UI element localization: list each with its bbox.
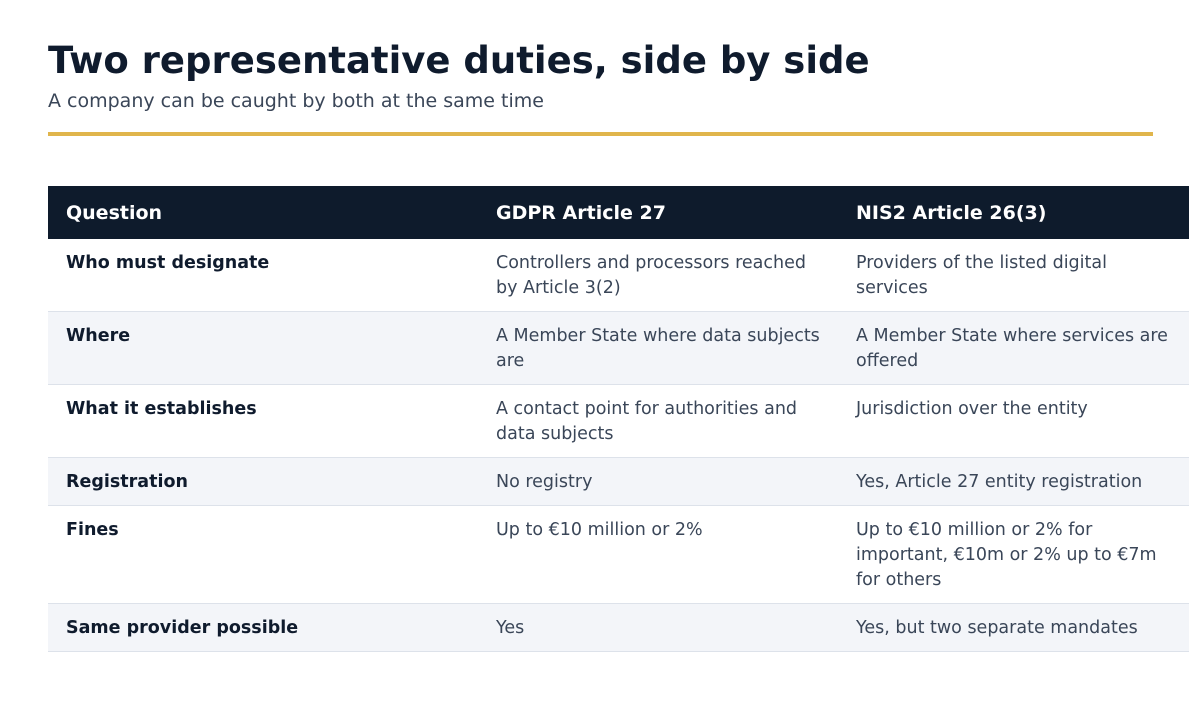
table-row: Fines Up to €10 million or 2% Up to €10 … bbox=[48, 505, 1189, 604]
title-divider bbox=[48, 132, 1153, 136]
page-title: Two representative duties, side by side bbox=[48, 39, 870, 82]
row-gdpr-cell: A contact point for authorities and data… bbox=[478, 384, 838, 458]
row-nis2-cell: Jurisdiction over the entity bbox=[838, 384, 1189, 458]
row-question: Fines bbox=[48, 505, 478, 604]
row-question: Registration bbox=[48, 457, 478, 506]
table-body: Who must designate Controllers and proce… bbox=[48, 239, 1189, 652]
row-question: Where bbox=[48, 311, 478, 385]
table-row: What it establishes A contact point for … bbox=[48, 384, 1189, 458]
row-gdpr-cell: Controllers and processors reached by Ar… bbox=[478, 239, 838, 312]
page-subtitle: A company can be caught by both at the s… bbox=[48, 90, 544, 112]
table-header-row: Question GDPR Article 27 NIS2 Article 26… bbox=[48, 186, 1189, 239]
table-header: Question GDPR Article 27 NIS2 Article 26… bbox=[48, 186, 1189, 239]
row-question: Same provider possible bbox=[48, 603, 478, 652]
row-nis2-cell: Up to €10 million or 2% for important, €… bbox=[838, 505, 1189, 604]
row-question: Who must designate bbox=[48, 239, 478, 312]
row-nis2-cell: A Member State where services are offere… bbox=[838, 311, 1189, 385]
row-gdpr-cell: Up to €10 million or 2% bbox=[478, 505, 838, 604]
column-header-question: Question bbox=[48, 186, 478, 239]
row-gdpr-cell: A Member State where data subjects are bbox=[478, 311, 838, 385]
table-row: Who must designate Controllers and proce… bbox=[48, 239, 1189, 312]
row-nis2-cell: Providers of the listed digital services bbox=[838, 239, 1189, 312]
row-nis2-cell: Yes, but two separate mandates bbox=[838, 603, 1189, 652]
column-header-gdpr: GDPR Article 27 bbox=[478, 186, 838, 239]
table-row: Where A Member State where data subjects… bbox=[48, 311, 1189, 385]
table-row: Same provider possible Yes Yes, but two … bbox=[48, 603, 1189, 652]
row-gdpr-cell: Yes bbox=[478, 603, 838, 652]
row-question: What it establishes bbox=[48, 384, 478, 458]
row-gdpr-cell: No registry bbox=[478, 457, 838, 506]
row-nis2-cell: Yes, Article 27 entity registration bbox=[838, 457, 1189, 506]
column-header-nis2: NIS2 Article 26(3) bbox=[838, 186, 1189, 239]
comparison-table: Question GDPR Article 27 NIS2 Article 26… bbox=[48, 186, 1189, 652]
table-row: Registration No registry Yes, Article 27… bbox=[48, 457, 1189, 506]
